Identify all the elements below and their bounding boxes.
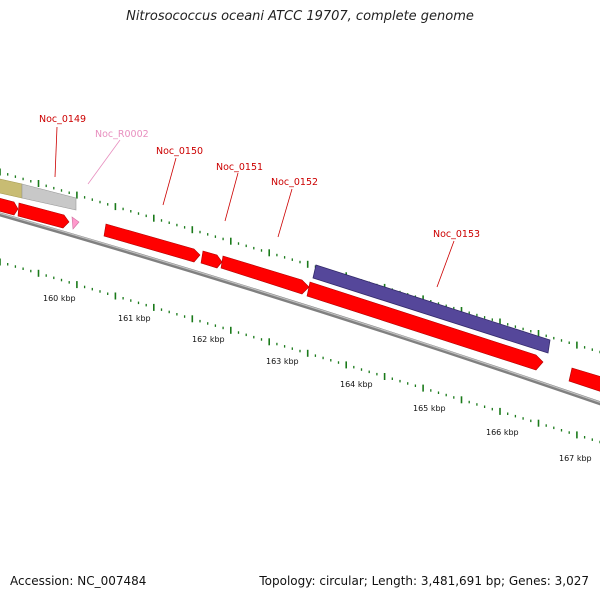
cds-arrow-noc-0153 (306, 281, 544, 371)
misc-feature-block (0, 178, 23, 199)
genome-summary-text: Topology: circular; Length: 3,481,691 bp… (259, 574, 589, 588)
label-connectors (54, 126, 455, 288)
kbp-label: 160 kbp (43, 294, 76, 303)
gene-label-noc-0153: Noc_0153 (433, 229, 480, 240)
cds-arrow (568, 367, 600, 392)
kbp-label: 167 kbp (559, 454, 592, 463)
kbp-label: 165 kbp (413, 404, 446, 413)
cds-arrow-noc-0152 (220, 255, 310, 295)
map-title: Nitrosococcus oceani ATCC 19707, complet… (126, 9, 474, 24)
kbp-label: 162 kbp (192, 335, 225, 344)
accession-text: Accession: NC_007484 (10, 574, 147, 588)
kbp-label: 161 kbp (118, 314, 151, 323)
gene-label-noc-0151: Noc_0151 (216, 162, 263, 173)
repeat-region-block (312, 264, 551, 354)
upper-strand-ticks (0, 168, 600, 354)
rna-arrow-noc-r0002 (71, 216, 80, 230)
kbp-label: 163 kbp (266, 357, 299, 366)
gene-label-noc-0150: Noc_0150 (156, 146, 203, 157)
gene-label-noc-0149: Noc_0149 (39, 114, 86, 125)
gene-label-noc-r0002: Noc_R0002 (95, 129, 149, 140)
cds-arrow-noc-0149 (17, 202, 70, 229)
gene-block-grey (21, 183, 77, 211)
cds-arrow (0, 198, 19, 216)
genome-backbone (0, 212, 600, 406)
kbp-label: 166 kbp (486, 428, 519, 437)
gene-label-noc-0152: Noc_0152 (271, 177, 318, 188)
cds-arrow-noc-0151 (200, 250, 223, 269)
coordinate-ticks (0, 258, 600, 444)
kbp-label: 164 kbp (340, 380, 373, 389)
cds-arrow-noc-0150 (103, 223, 201, 263)
